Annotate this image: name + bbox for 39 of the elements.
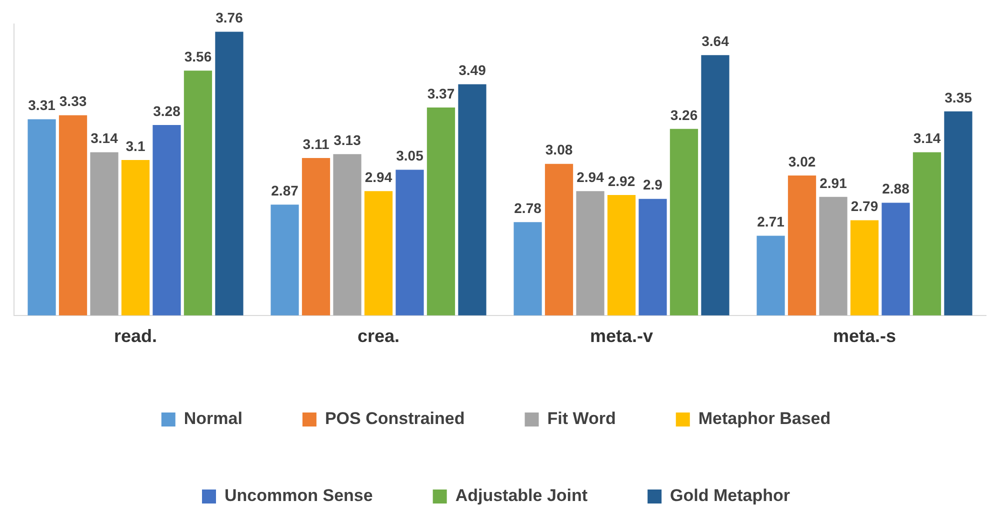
data-label: 2.9 (643, 176, 663, 193)
data-label: 2.88 (882, 180, 910, 197)
legend-label: Uncommon Sense (224, 486, 373, 506)
data-label: 2.92 (608, 172, 636, 189)
legend-label: Normal (184, 409, 242, 428)
data-label: 3.37 (427, 85, 455, 102)
data-label: 3.56 (184, 48, 212, 64)
legend-label: POS Constrained (324, 409, 465, 428)
legend-label: Metaphor Based (698, 409, 831, 428)
data-label: 3.05 (396, 148, 424, 164)
legend-label: Gold Metaphor (670, 486, 790, 506)
data-label: 2.94 (576, 168, 604, 185)
x-tick-label: crea. (357, 326, 400, 346)
data-label: 3.14 (90, 130, 118, 146)
data-label: 2.94 (364, 168, 392, 185)
data-label: 2.71 (757, 214, 785, 230)
x-tick-label: meta.-v (590, 326, 654, 346)
data-label: 3.1 (126, 138, 146, 154)
data-label: 3.26 (670, 106, 698, 123)
x-tick-label: meta.-s (832, 326, 896, 346)
data-label: 3.49 (458, 62, 486, 78)
data-label: 3.33 (59, 93, 87, 110)
data-label: 3.14 (913, 130, 941, 146)
data-label: 3.11 (302, 136, 330, 152)
data-label: 3.64 (702, 32, 730, 49)
data-label: 2.87 (271, 182, 299, 199)
x-tick-label: read. (114, 326, 158, 346)
legend-label: Adjustable Joint (455, 486, 588, 506)
data-label: 3.08 (545, 142, 573, 158)
data-label: 2.78 (514, 200, 542, 216)
data-label: 3.02 (788, 153, 816, 170)
legend-label: Fit Word (547, 409, 616, 428)
data-label: 3.28 (153, 102, 181, 119)
data-label: 3.76 (216, 10, 244, 26)
data-label: 3.35 (944, 89, 972, 106)
data-label: 2.91 (820, 174, 848, 191)
data-label: 3.31 (28, 97, 56, 114)
data-label: 2.79 (850, 198, 878, 214)
data-label: 3.13 (334, 132, 362, 148)
